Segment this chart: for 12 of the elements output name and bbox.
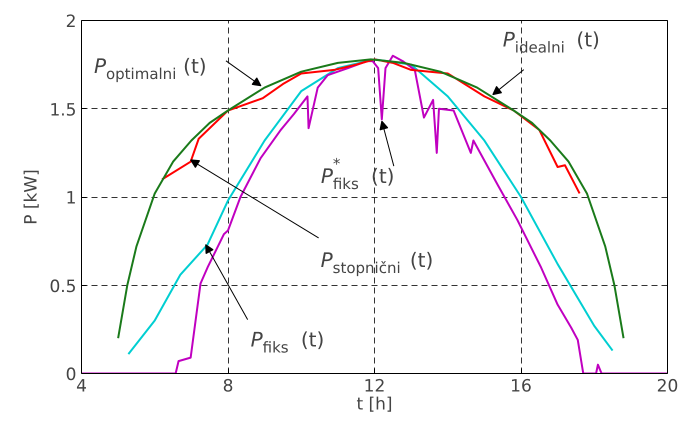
- y-tick-label: 2: [66, 12, 77, 32]
- y-tick-label: 0.5: [49, 276, 77, 297]
- y-tick-label: 1: [66, 188, 77, 208]
- x-axis-title: t [h]: [356, 394, 393, 414]
- y-tick-label: 0: [66, 365, 77, 385]
- x-tick-label: 16: [510, 376, 532, 396]
- x-tick-label: 20: [656, 376, 678, 396]
- y-tick-label: 1.5: [49, 100, 77, 120]
- x-tick-label: 8: [222, 376, 234, 396]
- y-axis-title: P [kW]: [21, 169, 42, 225]
- x-tick-label: 4: [76, 376, 87, 396]
- x-tick-label: 12: [364, 376, 386, 396]
